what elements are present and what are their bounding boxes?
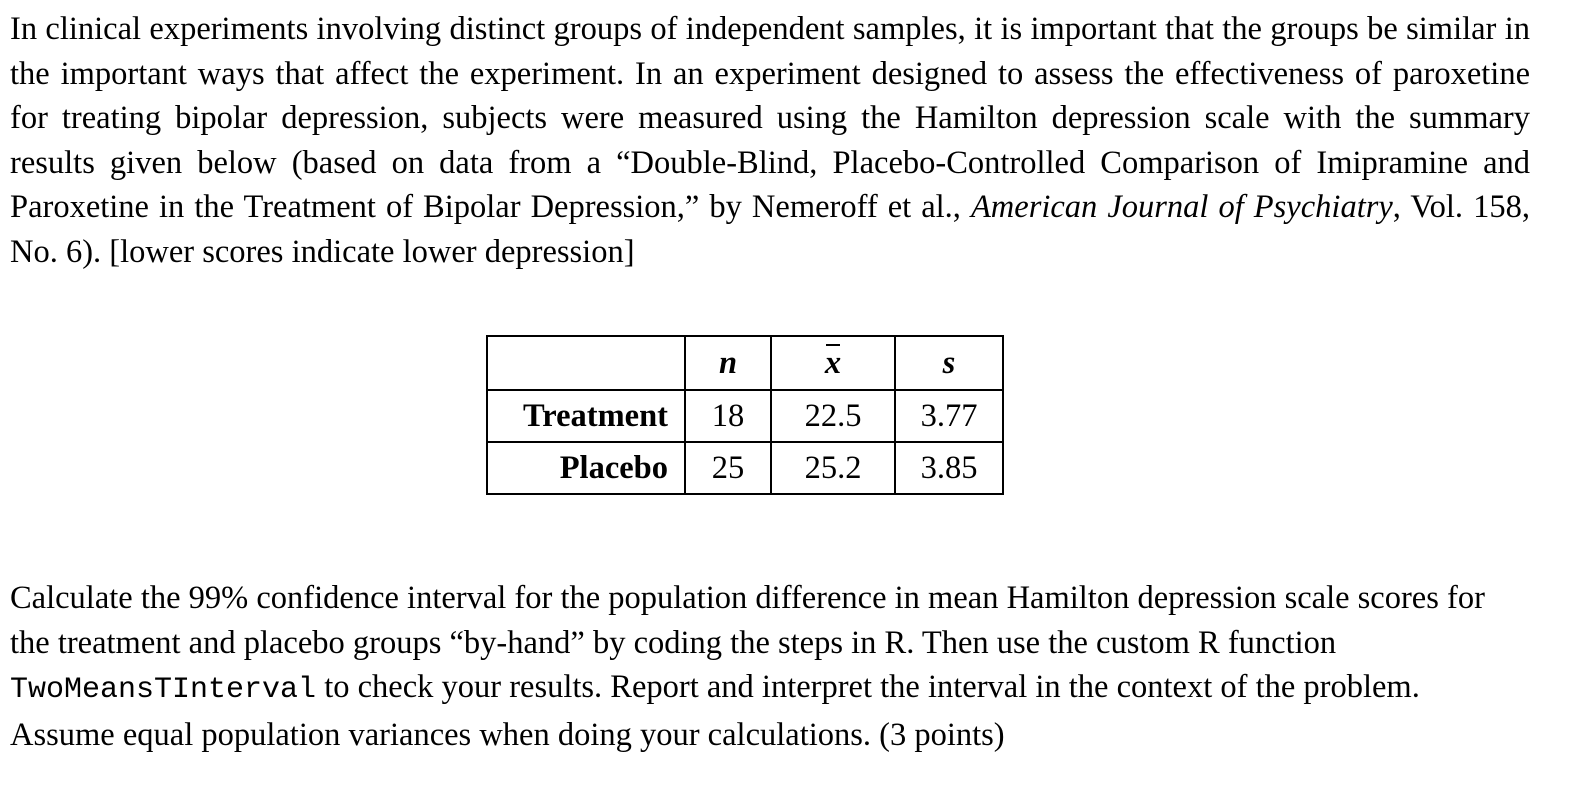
summary-table: n x s Treatment 18 22.5 3.77 Placebo 25 …: [486, 335, 1004, 495]
table-row: Placebo 25 25.2 3.85: [486, 441, 1004, 495]
question-paragraph: Calculate the 99% confidence interval fo…: [10, 576, 1505, 757]
cell-treatment-s: 3.77: [894, 389, 1004, 443]
cell-treatment-n: 18: [684, 389, 772, 443]
question-text-end: to check your results. Report and interp…: [10, 669, 1420, 753]
cell-treatment-xbar: 22.5: [770, 389, 896, 443]
question-text: Calculate the 99% confidence interval fo…: [10, 580, 1485, 661]
table-header-row: n x s: [486, 335, 1004, 391]
header-xbar: x: [770, 335, 896, 391]
function-name-code: TwoMeansTInterval: [10, 673, 317, 707]
row-label-treatment: Treatment: [486, 389, 686, 443]
header-n: n: [684, 335, 772, 391]
row-label-placebo: Placebo: [486, 441, 686, 495]
journal-title: American Journal of Psychiatry: [970, 189, 1393, 225]
table-row: Treatment 18 22.5 3.77: [486, 389, 1004, 443]
intro-text-end: , Vol. 158, No. 6). [lower scores indica…: [10, 189, 1530, 270]
cell-placebo-xbar: 25.2: [770, 441, 896, 495]
cell-placebo-n: 25: [684, 441, 772, 495]
header-s: s: [894, 335, 1004, 391]
cell-placebo-s: 3.85: [894, 441, 1004, 495]
intro-text: In clinical experiments involving distin…: [10, 11, 1530, 225]
intro-paragraph: In clinical experiments involving distin…: [10, 7, 1530, 274]
table-corner-cell: [486, 335, 686, 391]
